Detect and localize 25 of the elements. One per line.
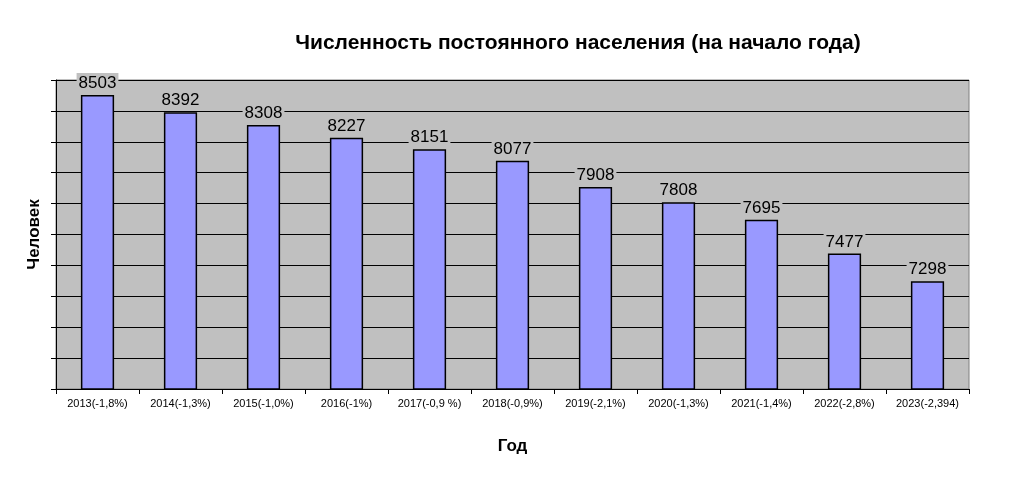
chart-title: Численность постоянного населения (на начало года) — [295, 30, 861, 53]
x-tick-label: 2015(-1,0%) — [233, 396, 294, 409]
data-label: 8503 — [78, 72, 117, 92]
data-label: 8308 — [244, 103, 283, 123]
x-tick-label: 2019(-2,1%) — [565, 396, 626, 409]
data-label: 7908 — [576, 164, 615, 184]
x-tick-label: 2014(-1,3%) — [150, 396, 211, 409]
x-tick-label: 2016(-1%) — [320, 396, 373, 409]
x-axis-title: Год — [497, 436, 528, 455]
x-tick-label: 2018(-0,9%) — [482, 396, 543, 409]
data-label: 8077 — [493, 138, 532, 158]
data-label: 8392 — [161, 90, 200, 110]
data-label: 7808 — [659, 180, 698, 200]
data-label: 7298 — [908, 259, 947, 279]
x-tick-label: 2013(-1,8%) — [67, 396, 128, 409]
data-label: 8151 — [410, 127, 449, 147]
data-label: 7695 — [742, 197, 781, 217]
x-tick-label: 2022(-2,8%) — [814, 396, 875, 409]
x-tick-label: 2020(-1,3%) — [648, 396, 709, 409]
x-tick-label: 2017(-0,9 %) — [397, 396, 462, 409]
x-tick-label: 2023(-2,394) — [896, 396, 959, 409]
x-tick-label: 2021(-1,4%) — [731, 396, 792, 409]
y-axis-title: Человек — [24, 198, 43, 270]
data-label: 7477 — [825, 231, 864, 251]
data-label: 8227 — [327, 115, 366, 135]
